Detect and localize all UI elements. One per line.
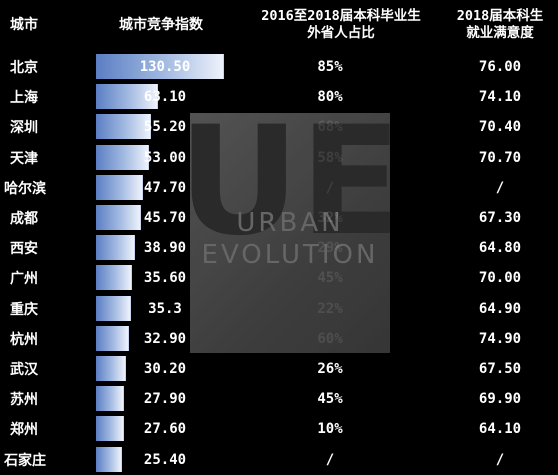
index-value-label: 27.90 bbox=[143, 391, 187, 408]
index-bar bbox=[96, 84, 158, 110]
satisfaction-value: 67.30 bbox=[478, 210, 522, 226]
row-city-label: 天津 bbox=[10, 150, 38, 167]
index-value-label: 53.00 bbox=[143, 149, 187, 166]
row-city-label: 北京 bbox=[10, 60, 38, 76]
index-bar bbox=[96, 235, 135, 261]
header-ratio-line1: 2016至2018届本科毕业生 bbox=[261, 8, 421, 24]
satisfaction-value: 70.70 bbox=[478, 149, 522, 166]
row-city-label: 苏州 bbox=[10, 392, 38, 409]
index-value-label: 30.20 bbox=[143, 361, 187, 377]
index-value-label: 47.70 bbox=[143, 179, 187, 196]
header-sat-line2: 就业满意度 bbox=[466, 25, 534, 41]
header-sat-line1: 2018届本科生 bbox=[456, 8, 544, 24]
ratio-value: 10% bbox=[317, 421, 343, 438]
index-bar bbox=[96, 205, 141, 230]
satisfaction-value: / bbox=[495, 179, 505, 196]
row-city-label: 西安 bbox=[10, 241, 38, 258]
satisfaction-value: / bbox=[495, 451, 505, 468]
index-value-label: 27.60 bbox=[143, 421, 187, 438]
satisfaction-value: 69.90 bbox=[478, 391, 522, 408]
row-city-label: 成都 bbox=[10, 211, 38, 227]
index-bar bbox=[96, 54, 224, 79]
index-value-label: 32.90 bbox=[143, 330, 187, 347]
satisfaction-value: 74.90 bbox=[478, 330, 522, 347]
index-bar bbox=[96, 265, 132, 291]
index-value-label: 35.60 bbox=[143, 270, 187, 287]
index-value-label: 25.40 bbox=[143, 451, 187, 468]
index-value-label: 38.90 bbox=[143, 240, 187, 257]
index-value-label: 55.20 bbox=[143, 119, 187, 136]
ratio-value: 45% bbox=[317, 391, 343, 408]
urban-evolution-watermark: UE URBAN EVOLUTION bbox=[190, 113, 390, 353]
index-bar bbox=[96, 114, 151, 140]
index-bar bbox=[96, 416, 124, 442]
index-bar bbox=[96, 325, 129, 351]
ratio-value: 85% bbox=[317, 59, 343, 75]
header-ratio-line2: 外省人占比 bbox=[307, 25, 375, 41]
ratio-value: / bbox=[325, 451, 335, 468]
watermark-line2: EVOLUTION bbox=[202, 240, 379, 270]
satisfaction-value: 70.40 bbox=[478, 119, 522, 136]
row-city-label: 杭州 bbox=[10, 331, 38, 348]
header-city: 城市 bbox=[10, 16, 38, 33]
satisfaction-value: 74.10 bbox=[478, 89, 522, 106]
header-satisfaction: 2018届本科生 就业满意度 bbox=[442, 0, 558, 50]
row-city-label: 石家庄 bbox=[4, 452, 46, 469]
index-value-label: 130.50 bbox=[139, 59, 191, 75]
index-bar bbox=[96, 295, 131, 321]
header-index: 城市竞争指数 bbox=[119, 16, 203, 33]
satisfaction-value: 64.80 bbox=[478, 240, 522, 257]
satisfaction-value: 64.10 bbox=[478, 421, 522, 438]
index-value-label: 35.3 bbox=[148, 300, 182, 317]
row-city-label: 上海 bbox=[10, 90, 38, 107]
satisfaction-value: 67.50 bbox=[478, 361, 522, 377]
ratio-value: 80% bbox=[317, 89, 343, 106]
header-ratio: 2016至2018届本科毕业生 外省人占比 bbox=[236, 0, 446, 50]
watermark-logo: UE bbox=[190, 113, 390, 269]
satisfaction-value: 76.00 bbox=[478, 59, 522, 75]
row-city-label: 哈尔滨 bbox=[4, 180, 46, 197]
row-city-label: 深圳 bbox=[10, 120, 38, 137]
index-bar bbox=[96, 356, 126, 381]
ratio-value: 26% bbox=[317, 361, 343, 377]
index-value-label: 45.70 bbox=[143, 210, 187, 226]
index-bar bbox=[96, 386, 124, 412]
row-city-label: 广州 bbox=[10, 271, 38, 288]
index-bar bbox=[96, 174, 143, 200]
index-value-label: 63.10 bbox=[143, 89, 187, 106]
watermark-line1: URBAN bbox=[236, 208, 343, 238]
row-city-label: 重庆 bbox=[10, 301, 38, 318]
row-city-label: 郑州 bbox=[10, 422, 38, 439]
index-bar bbox=[96, 144, 149, 170]
satisfaction-value: 64.90 bbox=[478, 300, 522, 317]
index-bar bbox=[96, 446, 122, 472]
satisfaction-value: 70.00 bbox=[478, 270, 522, 287]
row-city-label: 武汉 bbox=[10, 362, 38, 378]
